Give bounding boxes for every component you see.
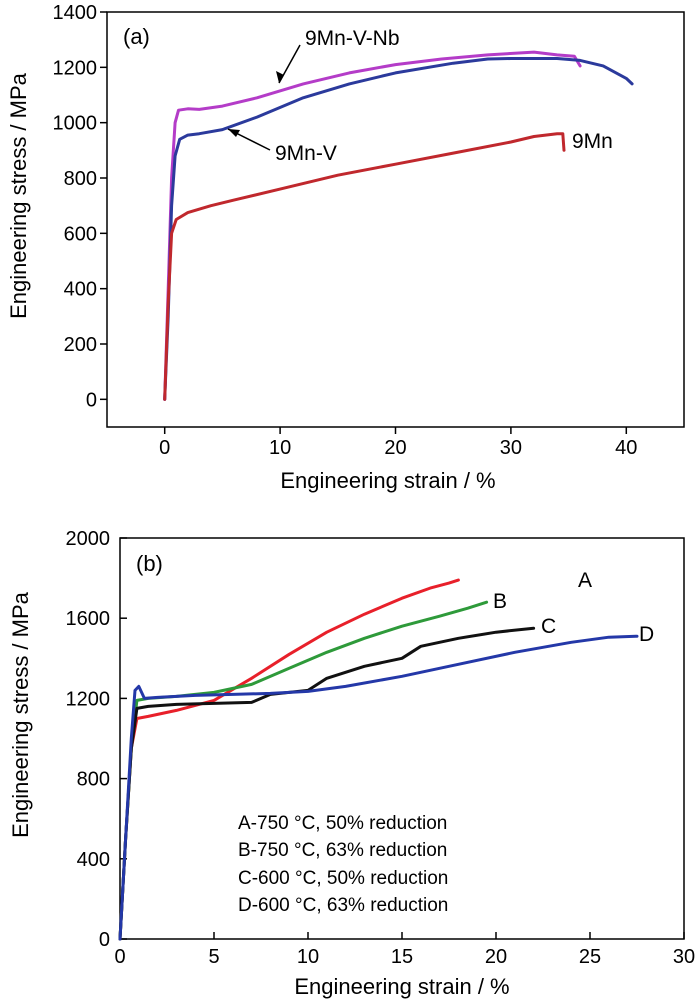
panel-b-label: (b) [136, 551, 163, 576]
legend: A-750 °C, 50% reduction B-750 °C, 63% re… [238, 813, 448, 916]
panel-a-label: (a) [123, 24, 150, 49]
panel-a-ytick-label: 600 [64, 223, 97, 245]
panel-a-ytick-label: 1000 [53, 113, 98, 135]
panel-b-ytick-label: 400 [77, 849, 110, 871]
annotation-9mn: 9Mn [572, 130, 613, 153]
panel-b-xtick-label: 10 [297, 946, 319, 968]
panel-a-ytick-label: 200 [64, 334, 97, 356]
panel-b-xtick-label: 15 [391, 946, 413, 968]
series-line-9mn-v [163, 57, 634, 401]
panel-a-xtick-label: 40 [615, 437, 637, 459]
panel-a-ylabel: Engineering stress / MPa [6, 72, 31, 319]
panel-a-ytick-label: 400 [64, 279, 97, 301]
panel-a-ytick-label: 0 [86, 389, 97, 411]
panel-b-ytick-label: 1600 [66, 608, 111, 630]
panel-a-xtick-label: 10 [269, 437, 291, 459]
panel-a-xtick-label: 20 [384, 437, 406, 459]
annotation-9mn-v-nb: 9Mn-V-Nb [305, 27, 400, 50]
series-label-a: A [578, 569, 592, 592]
panel-a-xtick-label: 0 [159, 437, 170, 459]
panel-b-ytick-label: 0 [99, 929, 110, 951]
panel-a-ytick-label: 800 [64, 168, 97, 190]
panel-b-xtick-label: 0 [114, 946, 125, 968]
panel-b-xtick-label: 25 [579, 946, 601, 968]
panel-a-ytick-label: 1400 [53, 2, 98, 24]
panel-b-xtick-label: 20 [485, 946, 507, 968]
series-label-d: D [639, 623, 654, 646]
series-label-c: C [541, 615, 556, 638]
panel-b-xtick-label: 5 [208, 946, 219, 968]
legend-entry-d: D-600 °C, 63% reduction [238, 895, 448, 916]
panel-b-xlabel: Engineering strain / % [294, 974, 509, 999]
series-line-9mn [163, 132, 566, 401]
panel-b-ytick-label: 800 [77, 769, 110, 791]
annotation-9mn-v: 9Mn-V [275, 142, 337, 165]
series-line-c [118, 626, 536, 941]
annotation-9mn-v-arrowhead [228, 129, 240, 137]
panel-a-xlabel: Engineering strain / % [280, 468, 495, 493]
series-label-b: B [493, 590, 507, 613]
legend-entry-c: C-600 °C, 50% reduction [238, 868, 448, 889]
panel-b-ytick-label: 1200 [66, 688, 111, 710]
panel-a-ytick-label: 1200 [53, 57, 98, 79]
panel-b-ylabel: Engineering stress / MPa [8, 591, 33, 838]
panel-b-chart: (b) 0 400 800 1200 1600 2000 0 5 10 15 20 25 30 Eng… [8, 528, 695, 999]
legend-entry-a: A-750 °C, 50% reduction [238, 813, 447, 834]
panel-b-xtick-label: 30 [673, 946, 695, 968]
panel-a-xtick-label: 30 [500, 437, 522, 459]
annotation-9mn-v-nb-arrowhead [276, 71, 284, 83]
series-line-d [118, 634, 639, 941]
panel-b-ytick-label: 2000 [66, 528, 111, 550]
legend-entry-b: B-750 °C, 63% reduction [238, 840, 447, 861]
series-line-9mn-v-nb [163, 50, 582, 401]
